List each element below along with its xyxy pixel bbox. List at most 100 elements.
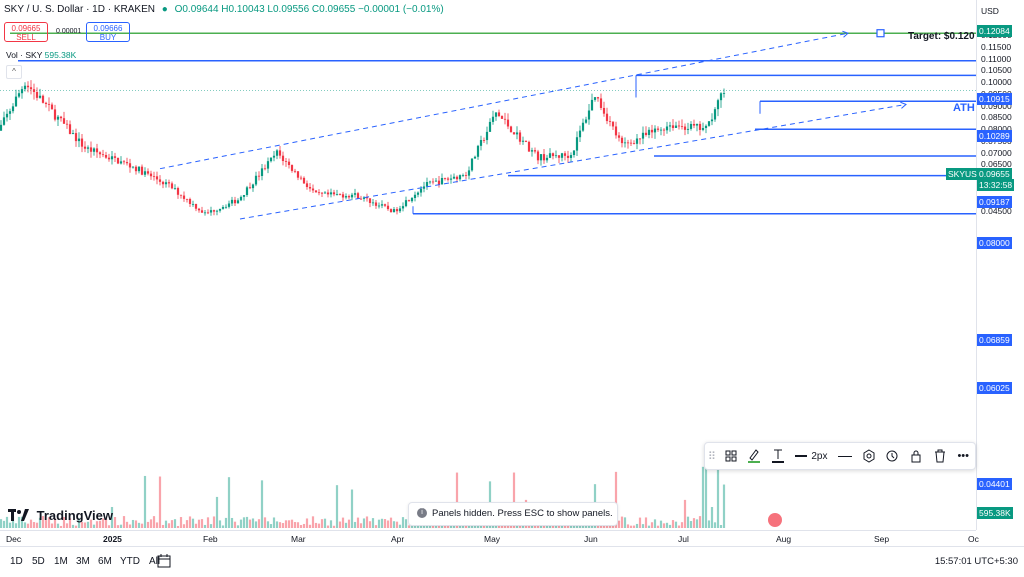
templates-icon[interactable] [719, 444, 743, 468]
candle-body [272, 155, 276, 158]
symbol-title[interactable]: SKY / U. S. Dollar · 1D · KRAKEN [4, 4, 155, 15]
candle-body [233, 199, 237, 204]
lock-icon[interactable] [904, 444, 928, 468]
time-tick-label: May [484, 534, 501, 544]
time-tick-label: Jun [584, 534, 598, 544]
volume-bar [233, 521, 237, 528]
candle-body [632, 143, 636, 144]
volume-bar [194, 523, 198, 528]
candle-body [494, 112, 498, 117]
candle-body [701, 128, 705, 130]
candle-body [32, 89, 36, 93]
candle-body [314, 190, 318, 193]
candle-body [536, 151, 540, 161]
date-range-icon[interactable] [157, 554, 171, 571]
timeframe-button-3m[interactable]: 3M [76, 556, 90, 567]
text-color-icon[interactable] [766, 444, 790, 468]
volume-bar [272, 517, 276, 528]
candle-body [326, 192, 330, 195]
trash-icon[interactable] [928, 444, 952, 468]
level-tag-s2: 0.06859 [977, 334, 1012, 346]
candle-body [131, 166, 135, 168]
timeframe-button-all[interactable]: All [149, 556, 161, 567]
volume-bar [17, 516, 21, 528]
volume-bar [26, 523, 30, 528]
volume-bar [536, 525, 540, 528]
candle-body [557, 155, 561, 158]
volume-bar [629, 525, 633, 528]
more-icon[interactable]: ••• [957, 450, 970, 462]
target-handle [876, 29, 885, 38]
candle-body [2, 117, 6, 125]
candle-body [623, 142, 627, 144]
target-annotation[interactable]: Target: $0.120 [908, 31, 975, 42]
candle-body [680, 126, 684, 127]
candle-body [248, 187, 252, 189]
buy-button[interactable]: 0.09666 BUY [86, 22, 130, 42]
time-tick-label: Mar [291, 534, 306, 544]
volume-bar [161, 524, 165, 528]
volume-bar [323, 518, 327, 528]
timeframe-button-1m[interactable]: 1M [54, 556, 68, 567]
volume-bar [167, 523, 171, 528]
volume-bar [404, 519, 408, 528]
candle-body [134, 166, 138, 172]
price-axis[interactable]: USD 0.120000.115000.110000.105000.100000… [946, 0, 1024, 530]
ohlc-values: O0.09644 H0.10043 L0.09556 C0.09655 −0.0… [174, 4, 444, 15]
volume-bar [212, 516, 216, 528]
candle-body [695, 123, 699, 126]
line-color-icon[interactable] [742, 444, 766, 468]
candle-body [281, 155, 285, 162]
volume-bar [176, 525, 180, 528]
tradingview-logo-icon [8, 509, 30, 524]
volume-bar [77, 518, 81, 528]
volume-bar [656, 525, 660, 528]
candle-body [89, 147, 93, 152]
candle-body [38, 95, 42, 98]
volume-bar [128, 524, 132, 528]
timeframe-button-6m[interactable]: 6M [98, 556, 112, 567]
volume-bar [686, 516, 690, 528]
alert-icon[interactable] [880, 444, 904, 468]
volume-bar [134, 520, 138, 528]
candle-body [236, 200, 240, 204]
settings-icon[interactable] [857, 444, 881, 468]
volume-bar [164, 520, 168, 528]
clock-timezone[interactable]: 15:57:01 UTC+5:30 [934, 556, 1018, 567]
candle-body [254, 175, 258, 185]
volume-bar [215, 496, 219, 528]
candle-body [455, 176, 459, 180]
volume-bar [311, 516, 315, 528]
price-tick-label: 0.08000 [981, 124, 1012, 134]
volume-bar [431, 525, 435, 528]
timeframe-button-5d[interactable]: 5D [32, 556, 45, 567]
collapse-legend-button[interactable]: ^ [6, 65, 22, 79]
candle-body [647, 129, 651, 135]
line-style-icon[interactable] [833, 444, 857, 468]
time-axis[interactable]: Dec 2025 Feb Mar Apr May Jun Jul Aug Sep Oc [0, 530, 979, 547]
volume-label: Vol · SKY [6, 50, 43, 60]
timeframe-button-ytd[interactable]: YTD [120, 556, 140, 567]
volume-bar [494, 525, 498, 528]
candle-body [269, 157, 273, 162]
timeframe-button-1d[interactable]: 1D [10, 556, 23, 567]
chart-area[interactable] [0, 0, 976, 530]
volume-bar [122, 516, 126, 528]
candle-body [29, 87, 33, 90]
sell-button[interactable]: 0.09665 SELL [4, 22, 48, 42]
ath-annotation[interactable]: ATH [953, 102, 975, 114]
candle-body [341, 194, 345, 198]
volume-bar [239, 519, 243, 528]
volume-bar [20, 516, 24, 528]
volume-bar [197, 519, 201, 528]
line-width-button[interactable]: 2px [790, 444, 833, 468]
volume-bar [278, 522, 282, 528]
drag-handle-icon[interactable]: ⠿ [707, 450, 716, 463]
candle-body [617, 135, 621, 138]
volume-bar [2, 520, 6, 528]
volume-bar [116, 525, 120, 528]
volume-bar [683, 499, 687, 528]
candle-body [356, 193, 360, 199]
channel-upper-line [159, 32, 849, 170]
price-chart[interactable] [0, 0, 976, 530]
